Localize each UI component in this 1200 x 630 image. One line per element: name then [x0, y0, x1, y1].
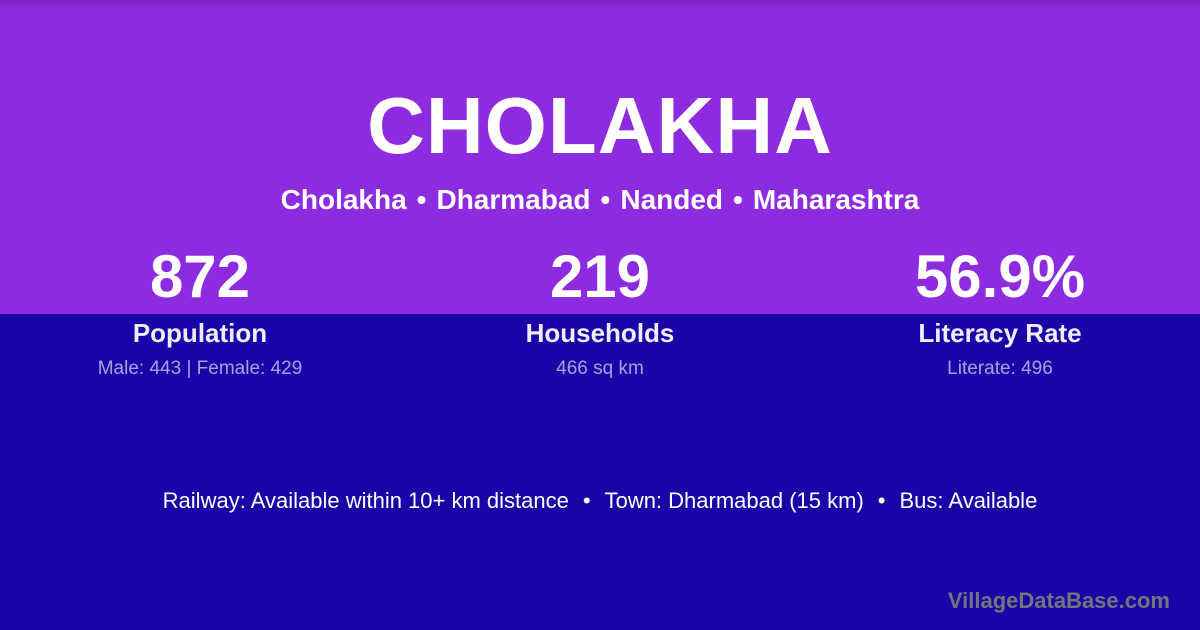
stat-literacy: 56.9% Literacy Rate Literate: 496	[800, 244, 1200, 382]
stats-row: 872 Population Male: 443 | Female: 429 2…	[0, 244, 1200, 382]
breadcrumb-state: Maharashtra	[752, 184, 920, 215]
bullet-separator: •	[733, 184, 743, 215]
breadcrumb-district: Nanded	[620, 184, 724, 215]
breadcrumb-village: Cholakha	[280, 184, 407, 215]
population-label: Population	[132, 318, 268, 348]
literacy-label: Literacy Rate	[918, 318, 1082, 348]
bottom-blue-background	[0, 314, 1200, 630]
bullet-separator: •	[600, 184, 611, 215]
top-purple-background	[0, 0, 1200, 314]
bullet-separator: •	[582, 488, 591, 513]
literacy-count: Literate: 496	[947, 358, 1053, 379]
households-label: Households	[525, 318, 675, 348]
bus-info: Bus: Available	[899, 488, 1038, 513]
railway-info: Railway: Available within 10+ km distanc…	[162, 488, 569, 513]
households-area: 466 sq km	[556, 358, 644, 379]
literacy-value: 56.9%	[914, 243, 1086, 310]
stat-households: 219 Households 466 sq km	[400, 244, 800, 382]
population-breakdown: Male: 443 | Female: 429	[97, 358, 303, 379]
site-watermark: VillageDataBase.com	[947, 588, 1170, 613]
population-value: 872	[149, 243, 251, 310]
stat-population: 872 Population Male: 443 | Female: 429	[0, 244, 400, 382]
bullet-separator: •	[416, 184, 427, 215]
breadcrumb-taluka: Dharmabad	[436, 184, 591, 215]
breadcrumb: Cholakha • Dharmabad • Nanded • Maharashtra	[0, 183, 1200, 217]
bullet-separator: •	[877, 488, 886, 513]
village-title: CHOLAKHA	[367, 81, 833, 170]
amenities-info-line: Railway: Available within 10+ km distanc…	[0, 486, 1200, 516]
town-info: Town: Dharmabad (15 km)	[604, 488, 864, 513]
households-value: 219	[549, 243, 651, 310]
